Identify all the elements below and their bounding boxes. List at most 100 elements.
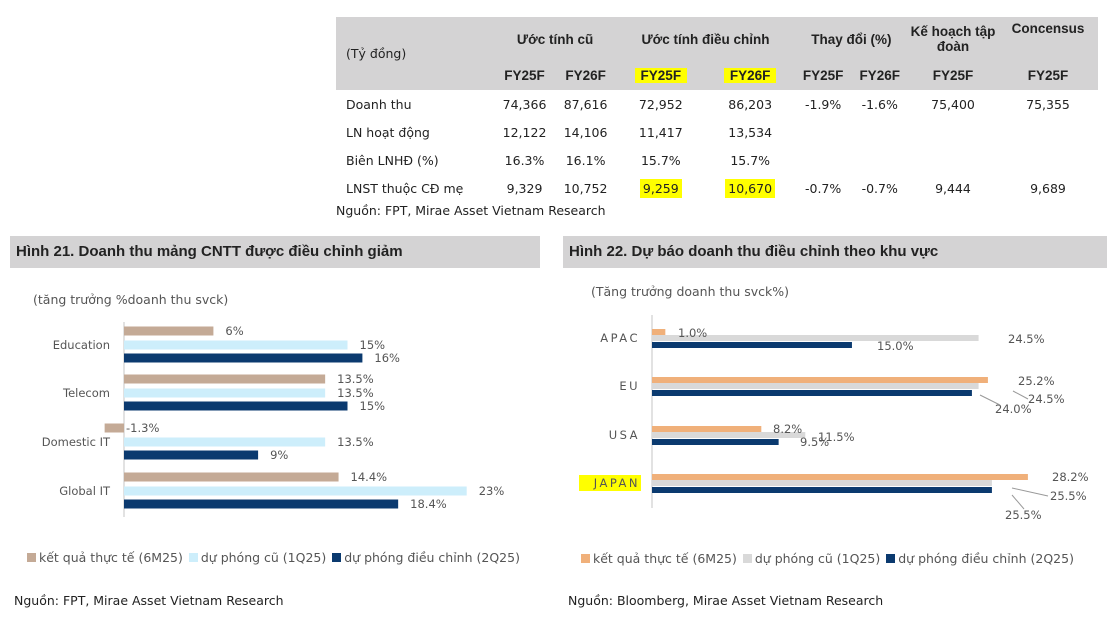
- chart1-source: Nguồn: FPT, Mirae Asset Vietnam Research: [14, 593, 284, 608]
- table-cell: -0.7%: [851, 174, 908, 202]
- table-cell: [851, 118, 908, 146]
- legend-label: dự phóng điều chỉnh (2Q25): [344, 550, 520, 565]
- cell-value: 15.7%: [640, 152, 681, 168]
- table-row: LN hoạt động 12,122 14,106 11,417 13,534: [336, 118, 1098, 146]
- table-cell: 16.3%: [494, 146, 555, 174]
- table-cell: 86,203: [705, 90, 794, 118]
- table-cell: [908, 118, 998, 146]
- table-cell: 14,106: [555, 118, 616, 146]
- cell-value: 10,752: [563, 180, 608, 196]
- chart1-title: Hình 21. Doanh thu mảng CNTT được điều c…: [10, 236, 540, 268]
- sub-header: FY25F: [908, 61, 998, 90]
- bar-2: [652, 342, 852, 348]
- legend-swatch: [742, 554, 752, 563]
- legend-item: dự phóng cũ (1Q25): [742, 551, 881, 566]
- sub-header: FY26F: [555, 61, 617, 90]
- sub-header-label: FY26F: [723, 68, 777, 83]
- table-cell: 16.1%: [555, 146, 616, 174]
- table-cell: [998, 146, 1098, 174]
- bar-1: [124, 486, 467, 496]
- data-label: 25.5%: [1005, 508, 1042, 522]
- data-label: 15.0%: [877, 339, 914, 353]
- bar-0: [124, 472, 339, 482]
- data-label: 13.5%: [337, 435, 374, 449]
- bar-1: [652, 480, 992, 486]
- bar-1: [124, 340, 348, 350]
- bar-2: [124, 353, 363, 363]
- highlight-box: [579, 475, 641, 491]
- bar-0: [124, 326, 214, 336]
- leader-line: [1011, 494, 1025, 510]
- legend-item: dự phóng cũ (1Q25): [188, 550, 326, 565]
- data-label: 11.5%: [818, 430, 855, 444]
- data-label: 15%: [360, 399, 386, 413]
- table-cell: 15.7%: [616, 146, 705, 174]
- table-row: LNST thuộc CĐ mẹ 9,329 10,752 9,259 10,670 -0…: [336, 174, 1098, 202]
- table-source: Nguồn: FPT, Mirae Asset Vietnam Research: [336, 203, 606, 218]
- cell-value: 12,122: [502, 124, 547, 140]
- group-header: Concensus: [998, 17, 1098, 61]
- table-cell: 9,444: [908, 174, 998, 202]
- data-label: 24.5%: [1008, 332, 1045, 346]
- sub-header: FY26F: [705, 61, 795, 90]
- bar-2: [124, 450, 259, 460]
- sub-header: FY25F: [616, 61, 706, 90]
- data-label: 13.5%: [337, 386, 374, 400]
- row-label: Doanh thu: [346, 96, 412, 112]
- bar-2: [124, 499, 399, 509]
- table-cell: [795, 118, 852, 146]
- legend-item: kết quả thực tế (6M25): [27, 550, 183, 565]
- table-cell: 13,534: [705, 118, 794, 146]
- data-label: 8.2%: [773, 422, 802, 436]
- category-label: USA: [609, 428, 640, 442]
- chart1-subtitle: (tăng trưởng %doanh thu svck): [33, 292, 229, 307]
- bar-0: [124, 374, 326, 384]
- cell-value: 16.1%: [565, 152, 606, 168]
- bar-1: [124, 437, 326, 447]
- group-header: Thay đổi (%): [794, 17, 908, 61]
- table-cell: 75,355: [998, 90, 1098, 118]
- category-label: JAPAN: [593, 476, 640, 490]
- table-cell: 72,952: [616, 90, 705, 118]
- data-label: 28.2%: [1052, 470, 1089, 484]
- sub-header: FY25F: [794, 61, 852, 90]
- category-label: EU: [619, 379, 640, 393]
- table-cell: 87,616: [555, 90, 616, 118]
- category-label: Domestic IT: [42, 435, 111, 449]
- category-label: APAC: [600, 331, 640, 345]
- table-cell: 11,417: [616, 118, 705, 146]
- category-label: Education: [53, 338, 110, 352]
- cell-value: 75,400: [931, 96, 975, 112]
- unit-label: (Tỷ đồng): [336, 17, 494, 90]
- group-header: Ước tính cũ: [494, 17, 617, 61]
- sub-header: FY26F: [851, 61, 908, 90]
- sub-header-label: FY25F: [634, 68, 688, 83]
- data-label: 9.5%: [800, 435, 829, 449]
- legend-item: kết quả thực tế (6M25): [581, 551, 737, 566]
- legend-label: kết quả thực tế (6M25): [593, 551, 737, 566]
- cell-value: 13,534: [728, 124, 773, 140]
- data-label: 25.5%: [1050, 489, 1087, 503]
- cell-value: -1.9%: [804, 96, 842, 112]
- data-label: 9%: [270, 448, 288, 462]
- table-row: Biên LNHĐ (%) 16.3% 16.1% 15.7% 15.7%: [336, 146, 1098, 174]
- data-label: 6%: [225, 324, 243, 338]
- sub-header-label: FY26F: [565, 68, 606, 83]
- data-label: 18.4%: [410, 497, 447, 511]
- table-cell: 9,689: [998, 174, 1098, 202]
- leader-line: [1012, 390, 1029, 400]
- chart2-subtitle: (Tăng trưởng doanh thu svck%): [591, 284, 789, 299]
- legend-label: dự phóng cũ (1Q25): [754, 551, 881, 566]
- table-cell: [908, 146, 998, 174]
- chart1-plot: Education6%15%16%Telecom13.5%13.5%15%Dom…: [42, 322, 505, 517]
- data-label: 24.0%: [995, 402, 1032, 416]
- row-label: Biên LNHĐ (%): [346, 152, 439, 168]
- sub-header-label: FY25F: [1027, 68, 1069, 83]
- sub-header: FY25F: [494, 61, 556, 90]
- cell-value: 11,417: [638, 124, 683, 140]
- cell-value: 86,203: [728, 96, 773, 112]
- bar-0: [652, 426, 762, 432]
- data-label: 23%: [479, 484, 505, 498]
- cell-value: 87,616: [563, 96, 608, 112]
